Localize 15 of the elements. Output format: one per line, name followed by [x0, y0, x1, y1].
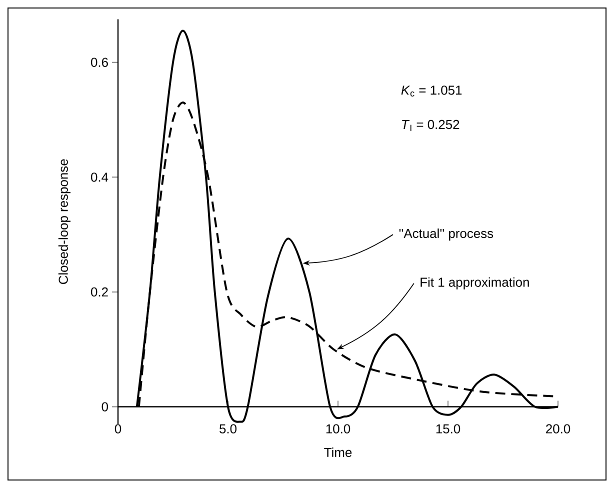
x-tick-label: 20.0 — [546, 424, 570, 434]
x-axis-title: Time — [324, 448, 352, 458]
y-tick-label: 0 — [102, 402, 108, 412]
y-tick-label: 0.2 — [91, 287, 108, 297]
annotation: ''Actual'' process — [399, 228, 494, 241]
x-tick-label: 10.0 — [326, 424, 350, 434]
y-tick-label: 0.6 — [91, 58, 108, 67]
annotation: K$_{c}$ = 1.051 — [401, 86, 462, 97]
x-tick-label: 5.0 — [220, 424, 237, 434]
x-tick-label: 15.0 — [436, 424, 460, 434]
x-tick-label: 0 — [114, 424, 122, 434]
y-axis-title: Closed-loop response — [58, 159, 70, 284]
annotation: T$_{I}$ = 0.252 — [402, 120, 460, 132]
annotation: Fit 1 approximation — [420, 277, 529, 290]
y-tick-label: 0.4 — [91, 172, 108, 182]
